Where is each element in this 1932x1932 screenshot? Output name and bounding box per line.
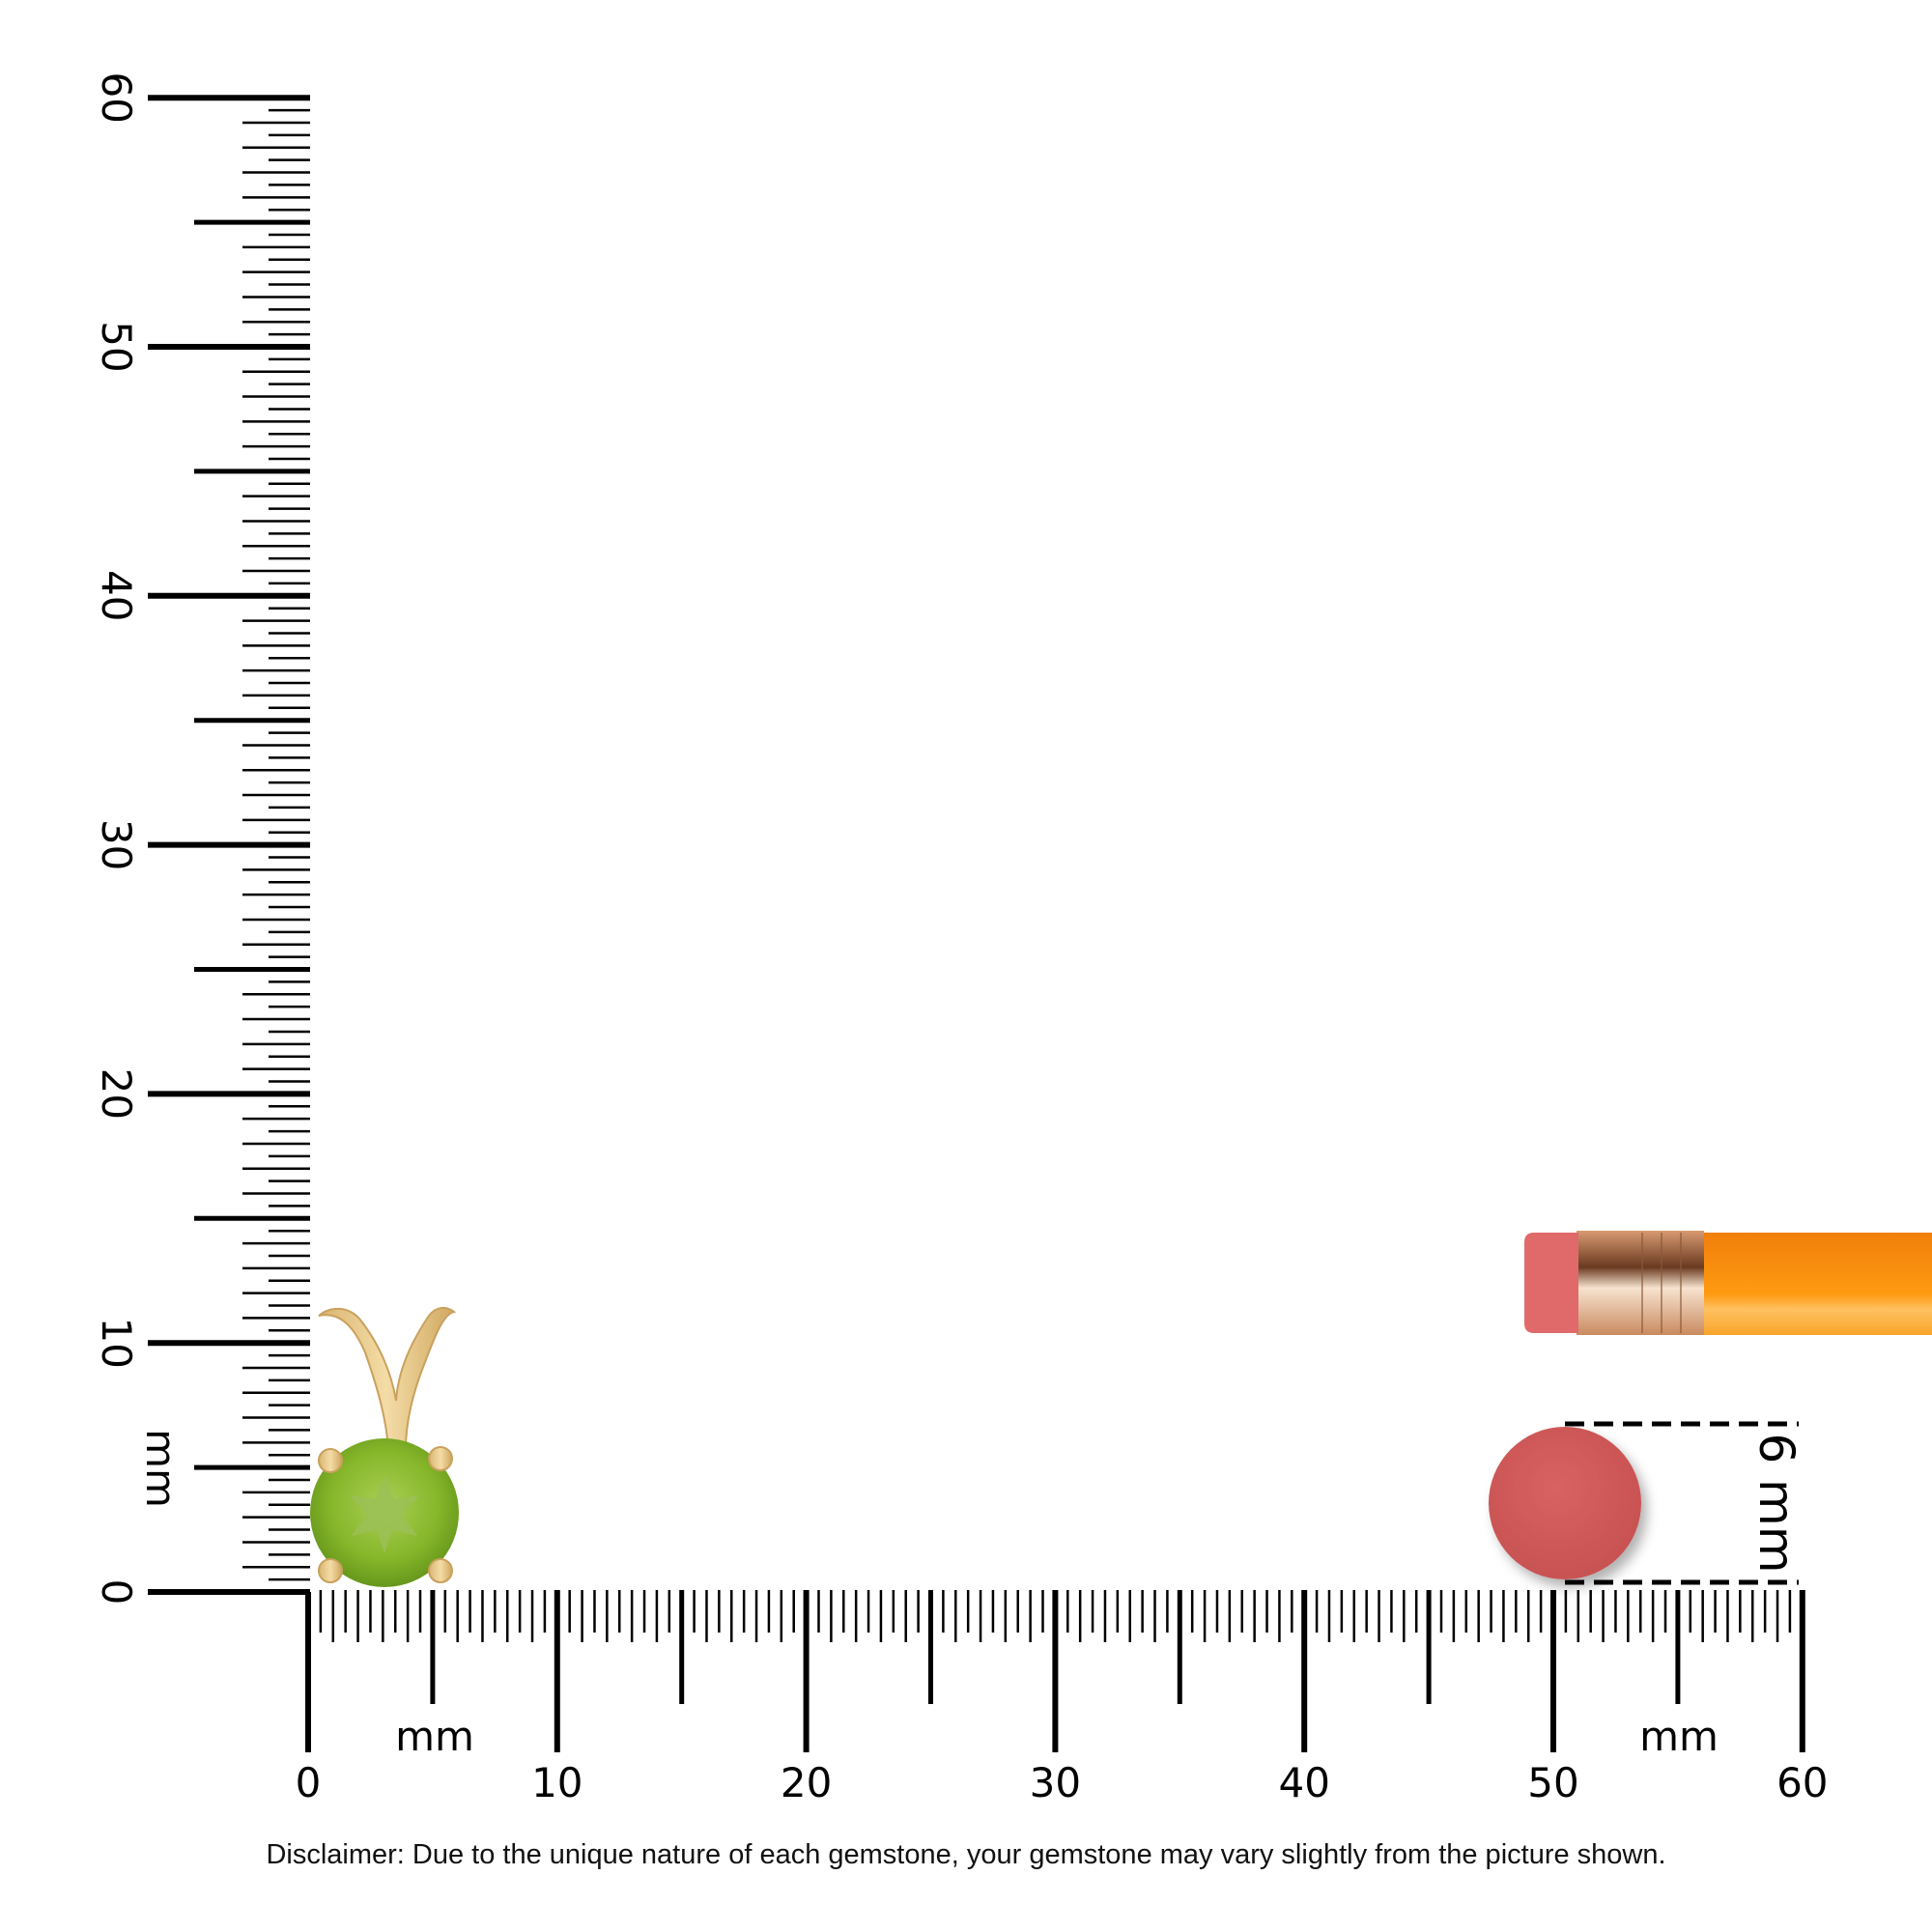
vertical-unit-label: mm bbox=[137, 1429, 185, 1508]
vertical-ruler-label: 50 bbox=[93, 321, 140, 372]
vertical-ruler-label: 20 bbox=[93, 1068, 140, 1120]
horizontal-ruler bbox=[305, 1590, 1805, 1752]
vertical-ruler bbox=[148, 95, 310, 1595]
horizontal-ruler-label: 10 bbox=[531, 1759, 582, 1806]
horizontal-ruler-label: 40 bbox=[1278, 1759, 1329, 1806]
vertical-ruler-labels: 0 10 20 30 40 50 60 bbox=[93, 71, 140, 1605]
horizontal-ruler-label: 50 bbox=[1527, 1759, 1578, 1806]
size-reference: 6 mm bbox=[1489, 1421, 1804, 1585]
vertical-ruler-label: 60 bbox=[93, 71, 140, 123]
pendant-bail bbox=[318, 1306, 457, 1450]
size-reference-label: 6 mm bbox=[1748, 1433, 1804, 1573]
pendant-image bbox=[310, 1306, 459, 1587]
horizontal-unit-label: mm bbox=[395, 1713, 474, 1760]
pencil-body bbox=[1700, 1233, 1932, 1335]
gem-prongs bbox=[318, 1446, 453, 1583]
horizontal-ruler-label: 30 bbox=[1030, 1759, 1081, 1806]
pencil-image bbox=[1524, 1231, 1932, 1335]
horizontal-unit-label-right: mm bbox=[1639, 1713, 1719, 1760]
vertical-ruler-label: 10 bbox=[93, 1317, 140, 1368]
horizontal-ruler-label: 60 bbox=[1776, 1759, 1828, 1806]
disclaimer-text: Disclaimer: Due to the unique nature of … bbox=[266, 1839, 1666, 1870]
horizontal-ruler-labels: 0 10 20 30 40 50 60 bbox=[296, 1759, 1829, 1806]
size-reference-circle bbox=[1489, 1427, 1641, 1579]
gem-star-facet bbox=[350, 1476, 419, 1553]
vertical-ruler-label: 40 bbox=[93, 570, 140, 621]
pencil-eraser bbox=[1524, 1233, 1578, 1333]
horizontal-ruler-label: 20 bbox=[781, 1759, 832, 1806]
horizontal-ruler-label: 0 bbox=[296, 1759, 322, 1806]
vertical-ruler-label: 0 bbox=[93, 1579, 140, 1605]
vertical-ruler-label: 30 bbox=[93, 819, 140, 870]
pencil-ferrule bbox=[1577, 1231, 1704, 1335]
